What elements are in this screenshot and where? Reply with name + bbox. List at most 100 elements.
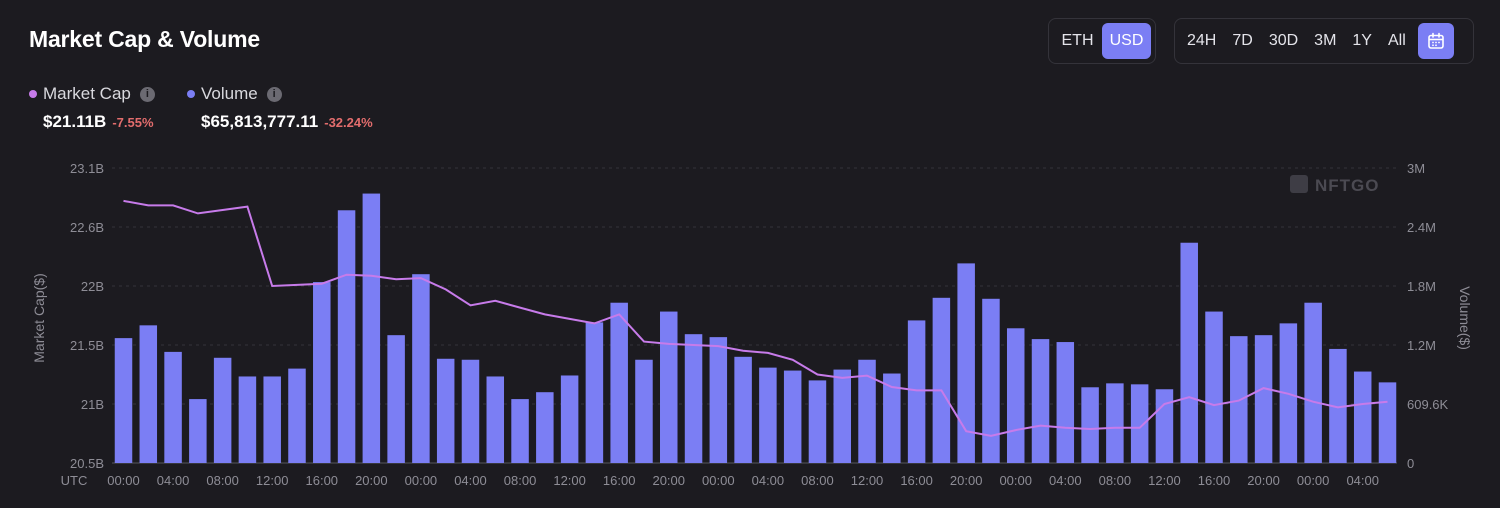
x-axis-tick: 08:00	[504, 473, 537, 488]
time-range-toggle: 24H 7D 30D 3M 1Y All	[1174, 18, 1474, 64]
volume-bar	[362, 193, 381, 464]
left-axis-tick: 20.5B	[70, 456, 104, 471]
legend-volume[interactable]: Volume i	[187, 84, 282, 104]
volume-bar	[238, 376, 257, 463]
x-axis-tick: 16:00	[1198, 473, 1231, 488]
volume-bar	[213, 357, 232, 463]
range-24h-button[interactable]: 24H	[1187, 32, 1217, 49]
x-axis-tick: 00:00	[405, 473, 438, 488]
right-axis-tick: 2.4M	[1407, 220, 1436, 235]
volume-bar	[684, 334, 703, 463]
left-axis-tick: 21B	[81, 397, 104, 412]
x-axis-tick: 00:00	[107, 473, 140, 488]
page-title: Market Cap & Volume	[29, 26, 260, 52]
volume-bar	[1304, 302, 1322, 463]
range-all-button[interactable]: All	[1387, 32, 1406, 49]
x-axis-tick: 20:00	[950, 473, 983, 488]
x-axis-tick: 00:00	[1297, 473, 1330, 488]
range-30d-button[interactable]: 30D	[1268, 32, 1299, 49]
currency-toggle: ETH USD	[1048, 18, 1156, 64]
volume-bar	[1081, 387, 1099, 463]
x-axis-tick: 00:00	[999, 473, 1032, 488]
volume-bar	[709, 337, 728, 463]
x-axis-tick: 00:00	[702, 473, 735, 488]
x-axis-tick: UTC	[61, 473, 88, 488]
info-icon[interactable]: i	[266, 86, 282, 102]
calendar-button[interactable]	[1417, 23, 1454, 59]
right-axis-tick: 1.2M	[1407, 338, 1436, 353]
volume-bar	[164, 351, 182, 463]
left-axis-tick: 22B	[81, 279, 104, 294]
right-axis-title: Volume($)	[1457, 286, 1473, 350]
volume-value: $65,813,777.11	[201, 112, 319, 131]
market-cap-change: -7.55%	[112, 115, 154, 130]
volume-dot	[187, 90, 195, 98]
volume-bar	[1056, 342, 1075, 463]
volume-change: -32.24%	[324, 115, 373, 130]
range-1y-button[interactable]: 1Y	[1352, 32, 1372, 49]
volume-bar	[1205, 311, 1223, 463]
calendar-icon	[1427, 32, 1444, 49]
market-cap-dot	[29, 90, 37, 98]
watermark: NFTGO	[1315, 176, 1380, 195]
currency-eth-button[interactable]: ETH	[1061, 32, 1094, 49]
x-axis-tick: 04:00	[1346, 473, 1379, 488]
x-axis-tick: 16:00	[306, 473, 339, 488]
range-3m-button[interactable]: 3M	[1314, 32, 1337, 49]
volume-bar	[486, 376, 505, 463]
volume-bar	[1106, 383, 1124, 463]
range-7d-button[interactable]: 7D	[1232, 32, 1253, 49]
currency-usd-button[interactable]: USD	[1102, 23, 1151, 59]
volume-bar	[660, 311, 678, 463]
volume-bar	[1180, 242, 1198, 463]
volume-bar	[436, 358, 455, 463]
market-cap-line	[123, 199, 1388, 437]
x-axis-tick: 12:00	[553, 473, 586, 488]
nftgo-logo-icon	[1290, 175, 1308, 193]
x-axis-tick: 08:00	[206, 473, 239, 488]
left-axis-tick: 23.1B	[70, 161, 104, 176]
x-axis-tick: 20:00	[355, 473, 388, 488]
volume-bar	[808, 380, 827, 463]
volume-bar	[783, 370, 802, 463]
right-axis-tick: 0	[1407, 456, 1414, 471]
volume-bar	[759, 367, 777, 463]
market-cap-stat: $21.11B -7.55%	[43, 112, 154, 132]
volume-bar	[932, 297, 951, 463]
volume-bar	[1031, 339, 1050, 463]
legend-market-cap[interactable]: Market Cap i	[29, 84, 155, 104]
right-axis-tick: 1.8M	[1407, 279, 1436, 294]
volume-bar	[1006, 328, 1025, 463]
volume-bar	[833, 369, 851, 463]
volume-bar	[907, 320, 926, 463]
volume-bar	[461, 359, 480, 463]
right-axis-tick: 3M	[1407, 161, 1425, 176]
right-axis-tick: 609.6K	[1407, 397, 1449, 412]
volume-bar	[1155, 389, 1174, 463]
volume-label: Volume	[201, 84, 258, 103]
x-axis-tick: 12:00	[256, 473, 289, 488]
volume-bar	[734, 356, 752, 463]
left-axis-tick: 21.5B	[70, 338, 104, 353]
volume-bar	[387, 335, 405, 463]
volume-bar	[635, 359, 653, 463]
x-axis-tick: 08:00	[1099, 473, 1132, 488]
market-cap-value: $21.11B	[43, 112, 107, 131]
volume-bar	[536, 392, 554, 463]
x-axis-tick: 04:00	[752, 473, 785, 488]
volume-bar	[610, 302, 628, 463]
left-axis-tick: 22.6B	[70, 220, 104, 235]
volume-bar	[337, 210, 356, 463]
x-axis-tick: 12:00	[851, 473, 884, 488]
volume-bar	[982, 298, 1000, 463]
volume-bar	[1130, 384, 1149, 463]
left-axis-title: Market Cap($)	[31, 273, 47, 362]
x-axis-tick: 04:00	[454, 473, 487, 488]
x-axis-tick: 12:00	[1148, 473, 1181, 488]
x-axis-tick: 08:00	[801, 473, 834, 488]
volume-bar	[560, 375, 579, 463]
info-icon[interactable]: i	[139, 86, 155, 102]
volume-bar	[313, 282, 331, 463]
x-axis-tick: 04:00	[157, 473, 190, 488]
